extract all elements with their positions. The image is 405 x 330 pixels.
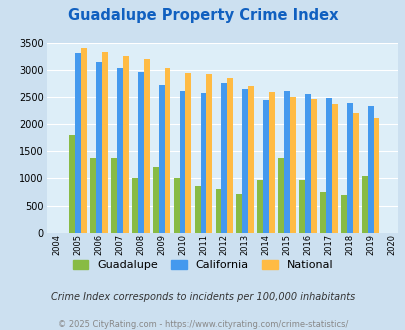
Bar: [153, 167, 158, 233]
Bar: [143, 59, 149, 233]
Bar: [185, 73, 191, 233]
Bar: [102, 52, 107, 233]
Bar: [340, 195, 346, 233]
Bar: [346, 103, 352, 233]
Bar: [75, 53, 81, 233]
Bar: [122, 56, 128, 233]
Text: Guadalupe Property Crime Index: Guadalupe Property Crime Index: [68, 8, 337, 23]
Bar: [206, 74, 212, 233]
Bar: [179, 91, 185, 233]
Bar: [90, 158, 96, 233]
Bar: [81, 48, 87, 233]
Bar: [310, 99, 316, 233]
Bar: [173, 179, 179, 233]
Bar: [227, 78, 232, 233]
Bar: [277, 158, 284, 233]
Bar: [257, 180, 262, 233]
Bar: [247, 86, 254, 233]
Bar: [215, 189, 221, 233]
Bar: [111, 158, 117, 233]
Bar: [289, 97, 295, 233]
Bar: [200, 93, 206, 233]
Bar: [236, 194, 242, 233]
Bar: [269, 92, 274, 233]
Bar: [221, 83, 227, 233]
Bar: [298, 180, 304, 233]
Bar: [158, 85, 164, 233]
Bar: [367, 106, 373, 233]
Legend: Guadalupe, California, National: Guadalupe, California, National: [72, 260, 333, 270]
Bar: [319, 192, 325, 233]
Bar: [117, 68, 122, 233]
Bar: [69, 135, 75, 233]
Bar: [304, 94, 310, 233]
Bar: [137, 72, 143, 233]
Bar: [242, 89, 247, 233]
Text: Crime Index corresponds to incidents per 100,000 inhabitants: Crime Index corresponds to incidents per…: [51, 292, 354, 302]
Bar: [262, 100, 269, 233]
Bar: [373, 118, 379, 233]
Bar: [284, 91, 289, 233]
Bar: [352, 114, 358, 233]
Text: © 2025 CityRating.com - https://www.cityrating.com/crime-statistics/: © 2025 CityRating.com - https://www.city…: [58, 320, 347, 329]
Bar: [96, 62, 102, 233]
Bar: [325, 98, 331, 233]
Bar: [132, 179, 137, 233]
Bar: [331, 104, 337, 233]
Bar: [164, 68, 170, 233]
Bar: [361, 176, 367, 233]
Bar: [194, 186, 200, 233]
